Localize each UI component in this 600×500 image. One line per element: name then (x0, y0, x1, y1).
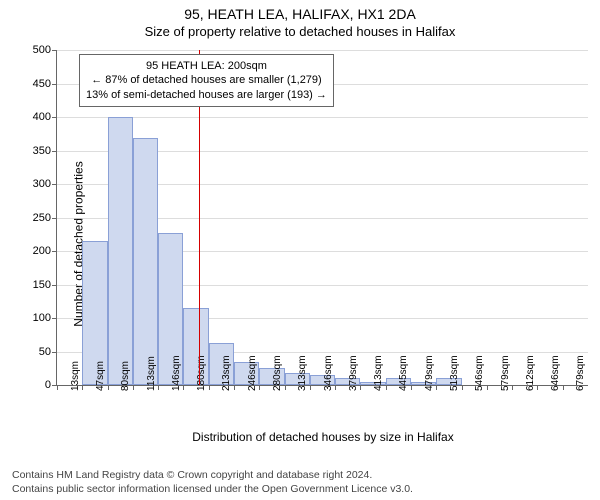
y-tick-mark (52, 218, 57, 219)
x-tick-mark (209, 385, 210, 390)
x-tick-mark (436, 385, 437, 390)
footer-line-1: Contains HM Land Registry data © Crown c… (12, 468, 590, 482)
x-tick-mark (133, 385, 134, 390)
marker-annotation: 95 HEATH LEA: 200sqm ← 87% of detached h… (79, 54, 334, 107)
gridline (57, 50, 588, 51)
x-tick-label: 445sqm (398, 355, 409, 391)
x-tick-mark (360, 385, 361, 390)
x-tick-label: 346sqm (323, 355, 334, 391)
x-tick-mark (234, 385, 235, 390)
x-tick-label: 213sqm (221, 355, 232, 391)
chart-container: 95, HEATH LEA, HALIFAX, HX1 2DA Size of … (0, 0, 600, 500)
x-tick-label: 579sqm (500, 355, 511, 391)
x-tick-mark (411, 385, 412, 390)
x-tick-mark (82, 385, 83, 390)
x-tick-mark (537, 385, 538, 390)
x-tick-label: 679sqm (575, 355, 586, 391)
y-tick-mark (52, 318, 57, 319)
x-tick-label: 146sqm (171, 355, 182, 391)
y-tick-mark (52, 84, 57, 85)
x-tick-mark (285, 385, 286, 390)
x-tick-label: 113sqm (146, 356, 157, 391)
x-tick-label: 413sqm (373, 355, 384, 391)
x-tick-mark (462, 385, 463, 390)
plot-area: 95 HEATH LEA: 200sqm ← 87% of detached h… (56, 50, 588, 386)
x-tick-label: 513sqm (449, 355, 460, 391)
x-tick-mark (512, 385, 513, 390)
histogram-bar (133, 138, 158, 385)
x-tick-label: 246sqm (247, 355, 258, 391)
x-tick-label: 47sqm (95, 361, 106, 391)
page-title: 95, HEATH LEA, HALIFAX, HX1 2DA (0, 0, 600, 22)
gridline (57, 117, 588, 118)
y-tick-mark (52, 251, 57, 252)
x-tick-label: 646sqm (550, 355, 561, 391)
y-tick-mark (52, 184, 57, 185)
y-tick-mark (52, 151, 57, 152)
chart-wrap: Number of detached properties 95 HEATH L… (0, 44, 600, 444)
y-tick-mark (52, 285, 57, 286)
x-tick-mark (183, 385, 184, 390)
x-tick-mark (158, 385, 159, 390)
x-tick-mark (487, 385, 488, 390)
histogram-bar (108, 117, 133, 385)
footer: Contains HM Land Registry data © Crown c… (12, 468, 590, 496)
x-tick-label: 479sqm (424, 355, 435, 391)
annot-line-2: ← 87% of detached houses are smaller (1,… (86, 73, 327, 87)
annot-line-3: 13% of semi-detached houses are larger (… (86, 88, 327, 102)
x-axis-label: Distribution of detached houses by size … (56, 430, 590, 444)
y-tick-mark (52, 117, 57, 118)
y-tick-mark (52, 50, 57, 51)
x-tick-mark (386, 385, 387, 390)
x-tick-label: 379sqm (348, 355, 359, 391)
x-tick-label: 80sqm (120, 361, 131, 391)
annot-line-1: 95 HEATH LEA: 200sqm (86, 59, 327, 73)
chart-subtitle: Size of property relative to detached ho… (0, 24, 600, 39)
x-tick-mark (57, 385, 58, 390)
x-tick-mark (563, 385, 564, 390)
footer-line-2: Contains public sector information licen… (12, 482, 590, 496)
x-tick-label: 546sqm (474, 355, 485, 391)
x-tick-mark (335, 385, 336, 390)
x-tick-label: 612sqm (525, 355, 536, 391)
y-tick-mark (52, 352, 57, 353)
x-tick-mark (259, 385, 260, 390)
x-tick-label: 313sqm (297, 355, 308, 391)
x-tick-mark (310, 385, 311, 390)
x-tick-mark (108, 385, 109, 390)
x-tick-label: 13sqm (70, 361, 81, 391)
x-tick-label: 280sqm (272, 355, 283, 391)
